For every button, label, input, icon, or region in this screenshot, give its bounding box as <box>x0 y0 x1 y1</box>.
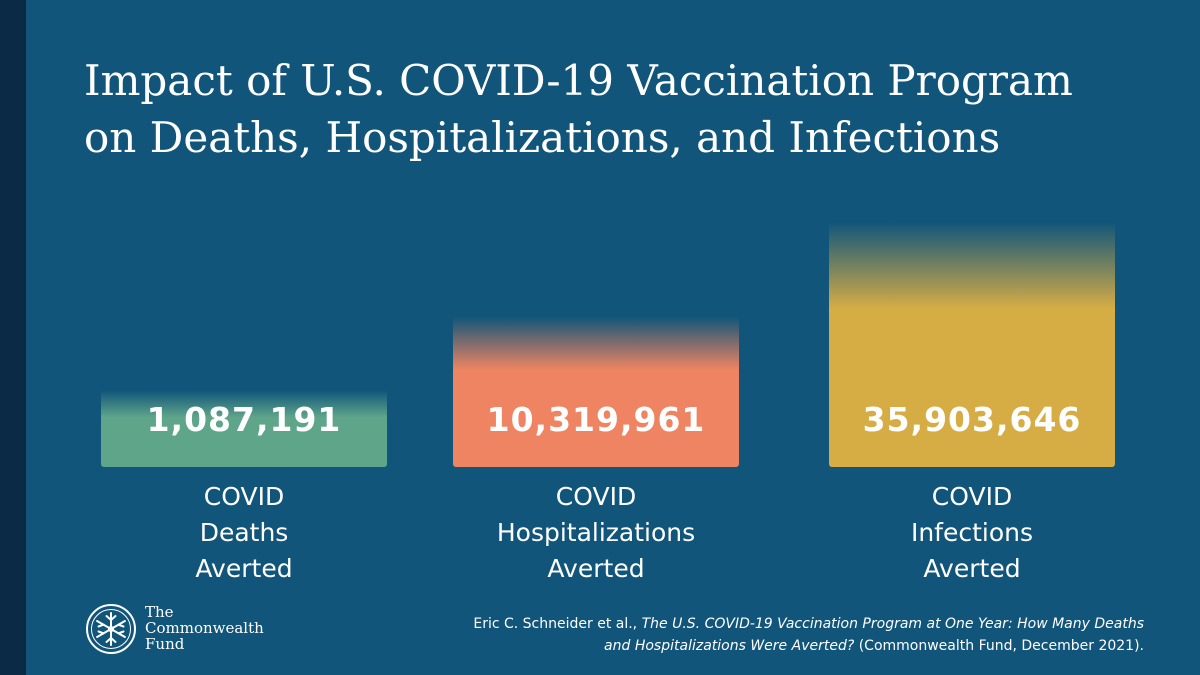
category-label-0-line-3: Averted <box>195 554 292 583</box>
bar-1 <box>453 310 739 467</box>
page-title: Impact of U.S. COVID-19 Vaccination Prog… <box>84 52 1174 166</box>
category-label-2-line-1: COVID <box>932 482 1012 511</box>
logo-line-3: Fund <box>145 635 185 653</box>
source-citation: Eric C. Schneider et al., The U.S. COVID… <box>344 613 1144 657</box>
bar-value-label-1: 10,319,961 <box>487 400 706 439</box>
citation-author: Eric C. Schneider et al., <box>473 616 642 632</box>
snowflake-seal-icon <box>86 604 136 654</box>
category-label-0-line-2: Deaths <box>200 518 289 547</box>
bar-value-label-2: 35,903,646 <box>863 400 1082 439</box>
citation-line-1: Eric C. Schneider et al., The U.S. COVID… <box>344 613 1144 635</box>
category-label-1-line-1: COVID <box>556 482 636 511</box>
bars-group: 1,087,191 COVID Deaths Averted 10,319,961 COV… <box>101 212 1115 583</box>
category-label-2-line-2: Infections <box>911 518 1033 547</box>
category-label-1-line-2: Hospitalizations <box>497 518 695 547</box>
title-line-1: Impact of U.S. COVID-19 Vaccination Prog… <box>84 56 1073 105</box>
title-line-2: on Deaths, Hospitalizations, and Infecti… <box>84 113 1001 162</box>
category-label-0-line-1: COVID <box>204 482 284 511</box>
bar-value-label-0: 1,087,191 <box>147 400 342 439</box>
logo-wordmark: The Commonwealth Fund <box>145 604 264 652</box>
citation-title-part-1: The U.S. COVID-19 Vaccination Program at… <box>641 616 1144 632</box>
bar-0 <box>101 387 387 467</box>
category-label-2-line-3: Averted <box>923 554 1020 583</box>
category-label-1-line-3: Averted <box>547 554 644 583</box>
logo-line-2: Commonwealth <box>145 619 264 637</box>
bar-2 <box>829 212 1115 467</box>
logo-line-1: The <box>145 603 174 621</box>
citation-suffix: (Commonwealth Fund, December 2021). <box>854 638 1144 654</box>
bar-chart: 1,087,191 COVID Deaths Averted 10,319,961 COV… <box>101 212 1115 583</box>
left-strip <box>0 0 26 675</box>
citation-title-part-2: and Hospitalizations Were Averted? <box>604 638 855 654</box>
commonwealth-fund-logo: The Commonwealth Fund <box>84 602 294 658</box>
citation-line-2: and Hospitalizations Were Averted? (Comm… <box>344 635 1144 657</box>
